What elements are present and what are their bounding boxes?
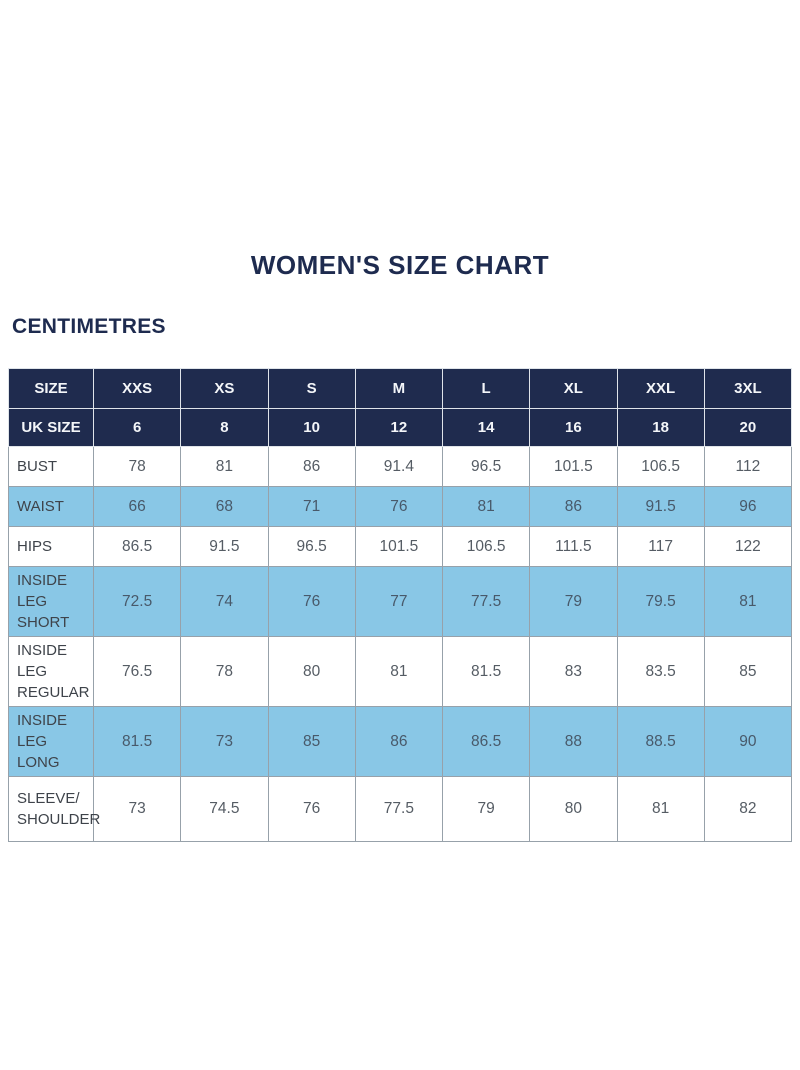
row-label-cell: INSIDE LEG LONG [8, 706, 94, 777]
value-cell: 18 [616, 408, 705, 447]
row-label-cell: HIPS [8, 526, 94, 567]
value-cell: 86.5 [92, 526, 182, 567]
value-cell: 81.5 [441, 636, 531, 707]
value-cell: 76 [267, 776, 356, 842]
value-cell: 76 [267, 566, 356, 637]
value-cell: 96.5 [267, 526, 356, 567]
value-cell: 81 [354, 636, 444, 707]
value-cell: 77 [354, 566, 444, 637]
row-label-cell: SIZE [8, 368, 94, 409]
value-cell: 20 [703, 408, 793, 447]
value-cell: 88.5 [616, 706, 705, 777]
value-cell: 106.5 [616, 446, 705, 487]
row-label-cell: INSIDE LEG SHORT [8, 566, 94, 637]
value-cell: 101.5 [529, 446, 618, 487]
value-cell: 86 [529, 486, 618, 527]
value-cell: XXL [616, 368, 705, 409]
value-cell: 86 [267, 446, 356, 487]
value-cell: 85 [703, 636, 793, 707]
value-cell: M [354, 368, 444, 409]
value-cell: 85 [267, 706, 356, 777]
value-cell: 10 [267, 408, 356, 447]
value-cell: 71 [267, 486, 356, 527]
value-cell: 90 [703, 706, 793, 777]
table-header-row: SIZE XXS XS S M L XL XXL 3XL [8, 368, 793, 409]
value-cell: 81 [616, 776, 705, 842]
value-cell: 122 [703, 526, 793, 567]
table-row: SLEEVE/ SHOULDER 73 74.5 76 77.5 79 80 81 82 [8, 776, 793, 842]
value-cell: 80 [529, 776, 618, 842]
size-table: SIZE XXS XS S M L XL XXL 3XL UK SIZE 6 8 10 12 14 16 18 2… [8, 368, 793, 842]
value-cell: 80 [267, 636, 356, 707]
value-cell: 96 [703, 486, 793, 527]
value-cell: 101.5 [354, 526, 444, 567]
value-cell: 8 [180, 408, 269, 447]
value-cell: 91.5 [180, 526, 269, 567]
value-cell: 86 [354, 706, 444, 777]
value-cell: 77.5 [354, 776, 444, 842]
value-cell: 6 [92, 408, 182, 447]
value-cell: 73 [180, 706, 269, 777]
size-table-body: SIZE XXS XS S M L XL XXL 3XL UK SIZE 6 8 10 12 14 16 18 2… [8, 368, 793, 842]
table-row: INSIDE LEG SHORT 72.5 74 76 77 77.5 79 79.5 81 [8, 566, 793, 637]
table-row: INSIDE LEG LONG 81.5 73 85 86 86.5 88 88.5 90 [8, 706, 793, 777]
table-header-row: UK SIZE 6 8 10 12 14 16 18 20 [8, 408, 793, 447]
row-label-cell: UK SIZE [8, 408, 94, 447]
units-heading: CENTIMETRES [12, 315, 166, 338]
value-cell: 79 [529, 566, 618, 637]
value-cell: XL [529, 368, 618, 409]
value-cell: 86.5 [441, 706, 531, 777]
value-cell: 96.5 [441, 446, 531, 487]
value-cell: 83.5 [616, 636, 705, 707]
value-cell: 76.5 [92, 636, 182, 707]
value-cell: XXS [92, 368, 182, 409]
value-cell: 16 [529, 408, 618, 447]
value-cell: 91.4 [354, 446, 444, 487]
value-cell: 78 [92, 446, 182, 487]
value-cell: 74.5 [180, 776, 269, 842]
row-label-cell: WAIST [8, 486, 94, 527]
value-cell: 117 [616, 526, 705, 567]
value-cell: 83 [529, 636, 618, 707]
value-cell: 106.5 [441, 526, 531, 567]
value-cell: 112 [703, 446, 793, 487]
value-cell: 81 [180, 446, 269, 487]
value-cell: 78 [180, 636, 269, 707]
row-label-cell: BUST [8, 446, 94, 487]
value-cell: 66 [92, 486, 182, 527]
value-cell: 74 [180, 566, 269, 637]
value-cell: 77.5 [441, 566, 531, 637]
value-cell: 14 [441, 408, 531, 447]
value-cell: 76 [354, 486, 444, 527]
value-cell: S [267, 368, 356, 409]
value-cell: 82 [703, 776, 793, 842]
row-label-cell: SLEEVE/ SHOULDER [8, 776, 100, 842]
value-cell: 68 [180, 486, 269, 527]
page-title: WOMEN'S SIZE CHART [250, 250, 550, 280]
value-cell: 79 [441, 776, 531, 842]
value-cell: 79.5 [616, 566, 705, 637]
value-cell: L [441, 368, 531, 409]
table-row: HIPS 86.5 91.5 96.5 101.5 106.5 111.5 117 122 [8, 526, 793, 567]
value-cell: 81 [703, 566, 793, 637]
table-row: BUST 78 81 86 91.4 96.5 101.5 106.5 112 [8, 446, 793, 487]
row-label-cell: INSIDE LEG REGULAR [8, 636, 94, 707]
value-cell: 81 [441, 486, 531, 527]
value-cell: 3XL [703, 368, 793, 409]
value-cell: 12 [354, 408, 444, 447]
value-cell: 72.5 [92, 566, 182, 637]
value-cell: 91.5 [616, 486, 705, 527]
value-cell: 73 [92, 776, 182, 842]
table-row: WAIST 66 68 71 76 81 86 91.5 96 [8, 486, 793, 527]
value-cell: XS [180, 368, 269, 409]
value-cell: 81.5 [92, 706, 182, 777]
value-cell: 111.5 [529, 526, 618, 567]
value-cell: 88 [529, 706, 618, 777]
table-row: INSIDE LEG REGULAR 76.5 78 80 81 81.5 83 83.5 85 [8, 636, 793, 707]
